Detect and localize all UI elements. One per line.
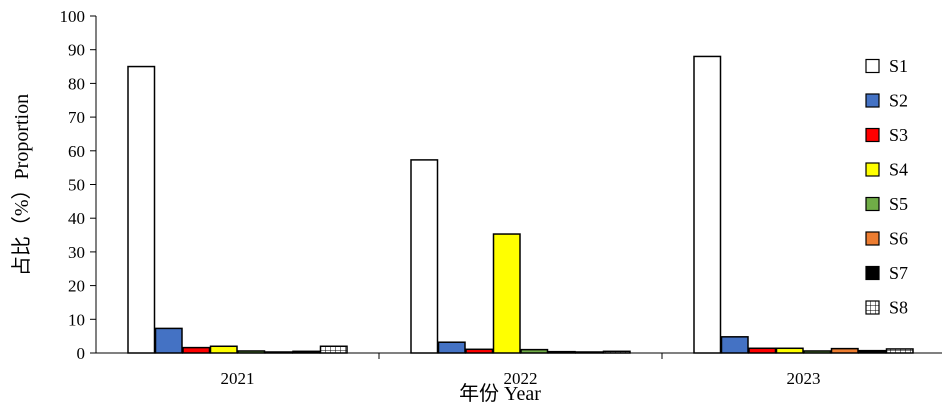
x-axis-title: 年份 Year <box>459 382 541 405</box>
legend-label-S3: S3 <box>889 125 908 145</box>
bar-S8-2021 <box>319 345 348 354</box>
bar-S4-2022 <box>492 233 521 354</box>
legend: S1 S2 S3 S4 S5 S6 S7 S8 <box>865 56 908 318</box>
y-tick-label: 20 <box>68 277 85 296</box>
y-tick-label: 50 <box>68 176 85 195</box>
y-tick-label: 70 <box>68 108 85 127</box>
legend-label-S8: S8 <box>889 298 908 318</box>
x-axis: 2021 2022 2023 <box>96 352 942 388</box>
y-axis-title: 占比（%）Proportion <box>10 94 33 276</box>
bar-S3-2022 <box>465 348 494 354</box>
y-tick-label: 40 <box>68 209 85 228</box>
legend-swatch-S7 <box>865 265 880 281</box>
legend-swatch-S5 <box>865 196 880 212</box>
legend-label-S7: S7 <box>889 263 908 283</box>
legend-swatch-S8 <box>865 300 880 315</box>
bar-S1-2022 <box>410 159 439 354</box>
legend-label-S2: S2 <box>889 91 908 111</box>
legend-label-S5: S5 <box>889 194 908 214</box>
y-tick-label: 0 <box>77 344 86 363</box>
bar-S2-2021 <box>154 327 183 354</box>
bar-S4-2021 <box>209 345 238 354</box>
legend-label-S1: S1 <box>889 56 908 76</box>
y-tick-label: 100 <box>60 7 86 26</box>
bar-S4-2023 <box>775 347 804 354</box>
y-tick-label: 10 <box>68 310 85 329</box>
plot-area <box>127 55 914 354</box>
bar-S1-2021 <box>127 65 156 354</box>
y-tick-label: 60 <box>68 142 85 161</box>
x-tick-label: 2023 <box>787 369 821 388</box>
x-tick-label: 2021 <box>221 369 255 388</box>
y-tick-label: 80 <box>68 74 85 93</box>
legend-swatch-S3 <box>865 127 880 143</box>
legend-label-S4: S4 <box>889 160 908 180</box>
y-tick-label: 90 <box>68 41 85 60</box>
bar-S2-2022 <box>437 341 466 354</box>
bar-S1-2023 <box>693 55 722 354</box>
bar-S8-2023 <box>885 348 914 354</box>
x-tick-label: 2022 <box>504 369 538 388</box>
bar-S3-2023 <box>748 347 777 354</box>
legend-swatch-S2 <box>865 93 880 108</box>
legend-swatch-S6 <box>865 231 880 246</box>
bar-S6-2023 <box>830 347 859 354</box>
bar-S5-2022 <box>520 348 549 354</box>
legend-swatch-S4 <box>865 162 880 177</box>
y-tick-label: 30 <box>68 243 85 262</box>
legend-swatch-S1 <box>865 58 880 74</box>
legend-label-S6: S6 <box>889 229 908 249</box>
bar-S3-2021 <box>182 346 211 354</box>
y-axis: 0 10 20 30 40 50 60 70 80 90 100 <box>60 7 97 363</box>
bar-S2-2023 <box>720 336 749 354</box>
